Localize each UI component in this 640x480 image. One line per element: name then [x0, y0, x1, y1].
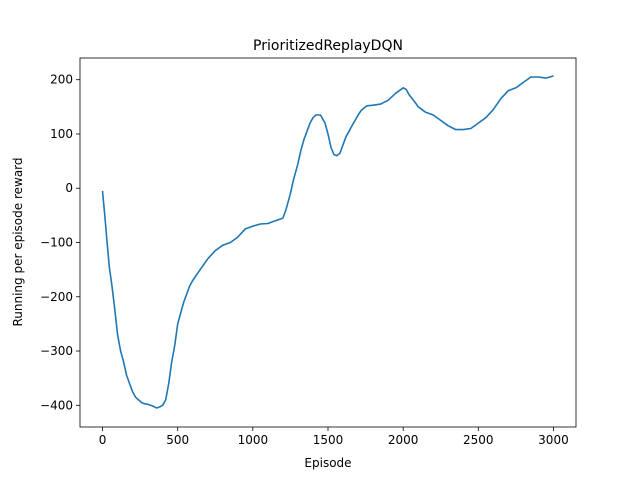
plot-frame	[79, 57, 577, 428]
y-tick-label: 100	[50, 127, 73, 141]
series-line	[101, 75, 554, 409]
x-tick-label: 2000	[388, 433, 419, 447]
y-tick-label: −100	[40, 236, 73, 250]
y-tick-label: 200	[50, 73, 73, 87]
chart-title: PrioritizedReplayDQN	[253, 38, 403, 54]
x-tick-label: 1500	[313, 433, 344, 447]
x-axis-ticks: 0 500 1000 1500 2000 2500 3000	[99, 427, 569, 447]
y-tick-label: −400	[40, 398, 73, 412]
y-tick-label: −200	[40, 290, 73, 304]
y-axis-label: Running per episode reward	[11, 157, 25, 326]
y-axis-ticks: −400 −300 −200 −100 0 100 200	[40, 73, 80, 412]
y-tick-label: −300	[40, 344, 73, 358]
x-tick-label: 1000	[238, 433, 269, 447]
x-axis-label: Episode	[304, 456, 351, 470]
x-tick-label: 500	[166, 433, 189, 447]
y-tick-label: 0	[65, 181, 73, 195]
x-tick-label: 3000	[538, 433, 569, 447]
x-tick-label: 2500	[463, 433, 494, 447]
x-tick-label: 0	[99, 433, 107, 447]
